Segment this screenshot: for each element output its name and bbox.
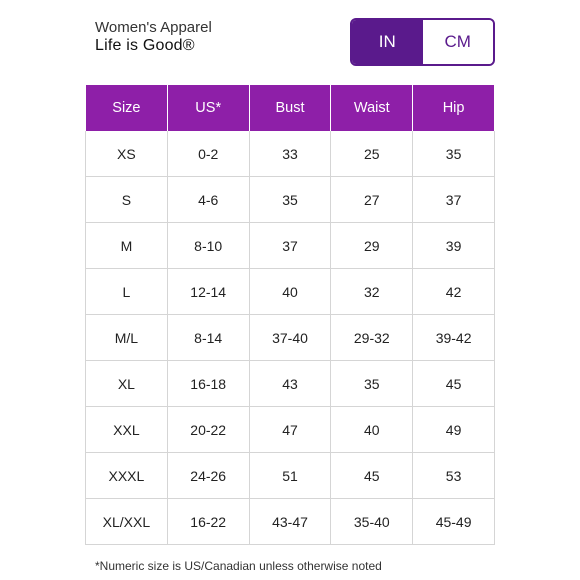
cell-us: 8-10 [166,222,250,269]
unit-toggle: IN CM [350,18,495,66]
cell-bust: 37 [248,222,332,269]
column-header-waist: Waist [330,85,414,131]
cell-size: L [85,268,168,315]
table-row: XL/XXL 16-22 43-47 35-40 45-49 [85,498,495,545]
column-header-size: Size [85,85,168,131]
cell-size: M [85,222,168,269]
table-row: L 12-14 40 32 42 [85,268,495,315]
cell-us: 20-22 [166,406,250,453]
cell-size: M/L [85,314,168,361]
cell-us: 24-26 [166,452,250,499]
cell-size: XL [85,360,168,407]
unit-in-button[interactable]: IN [352,20,423,64]
cell-waist: 29-32 [330,314,414,361]
cell-bust: 40 [248,268,332,315]
cell-bust: 51 [248,452,332,499]
cell-waist: 32 [330,268,414,315]
column-header-hip: Hip [412,85,495,131]
cell-waist: 45 [330,452,414,499]
table-row: XXXL 24-26 51 45 53 [85,452,495,499]
cell-waist: 25 [330,131,414,177]
cell-hip: 49 [412,406,495,453]
table-row: XL 16-18 43 35 45 [85,360,495,407]
cell-hip: 39-42 [412,314,495,361]
brand-name: Life is Good® [95,37,195,54]
cell-size: XL/XXL [85,498,168,545]
cell-bust: 33 [248,131,332,177]
cell-bust: 35 [248,176,332,223]
cell-us: 16-22 [166,498,250,545]
cell-hip: 39 [412,222,495,269]
table-row: XXL 20-22 47 40 49 [85,406,495,453]
cell-waist: 35 [330,360,414,407]
cell-waist: 27 [330,176,414,223]
cell-hip: 37 [412,176,495,223]
table-header-row: Size US* Bust Waist Hip [85,85,495,131]
cell-hip: 42 [412,268,495,315]
cell-size: XXXL [85,452,168,499]
table-row: XS 0-2 33 25 35 [85,131,495,177]
cell-us: 16-18 [166,360,250,407]
unit-cm-button[interactable]: CM [422,20,493,64]
cell-waist: 40 [330,406,414,453]
cell-bust: 47 [248,406,332,453]
cell-size: XXL [85,406,168,453]
cell-hip: 35 [412,131,495,177]
cell-size: S [85,176,168,223]
column-header-bust: Bust [248,85,332,131]
cell-us: 8-14 [166,314,250,361]
cell-us: 0-2 [166,131,250,177]
table-row: M 8-10 37 29 39 [85,222,495,269]
cell-waist: 29 [330,222,414,269]
footnote: *Numeric size is US/Canadian unless othe… [95,559,382,573]
cell-hip: 45 [412,360,495,407]
cell-size: XS [85,131,168,177]
cell-bust: 43-47 [248,498,332,545]
table-row: S 4-6 35 27 37 [85,176,495,223]
cell-us: 12-14 [166,268,250,315]
cell-hip: 53 [412,452,495,499]
cell-hip: 45-49 [412,498,495,545]
size-chart-table: Size US* Bust Waist Hip XS 0-2 33 25 35 … [85,85,495,545]
column-header-us: US* [166,85,250,131]
cell-bust: 37-40 [248,314,332,361]
category-label: Women's Apparel [95,19,212,36]
table-row: M/L 8-14 37-40 29-32 39-42 [85,314,495,361]
cell-bust: 43 [248,360,332,407]
cell-us: 4-6 [166,176,250,223]
cell-waist: 35-40 [330,498,414,545]
